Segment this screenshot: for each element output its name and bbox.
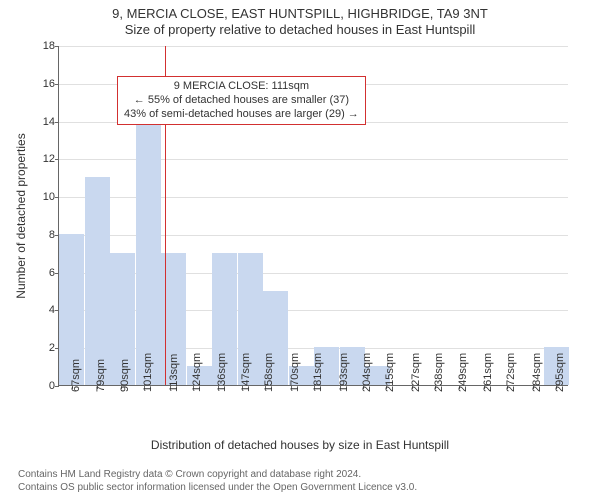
ytick-mark [55,197,59,198]
gridline [59,46,568,47]
ytick-label: 0 [31,380,55,392]
ytick-label: 12 [31,153,55,165]
xtick-label: 227sqm [410,353,422,392]
chart-area: 02468101214161867sqm79sqm90sqm101sqm113s… [58,46,568,386]
ytick-label: 18 [31,40,55,52]
annotation-line-1: 9 MERCIA CLOSE: 111sqm [124,80,359,94]
title-line2: Size of property relative to detached ho… [0,22,600,38]
xtick-label: 101sqm [142,353,154,392]
y-axis-label: Number of detached properties [14,133,28,298]
xtick-label: 90sqm [119,359,131,392]
xtick-label: 79sqm [95,359,107,392]
xtick-label: 181sqm [312,353,324,392]
xtick-label: 193sqm [338,353,350,392]
xtick-label: 124sqm [191,353,203,392]
plot-area: 02468101214161867sqm79sqm90sqm101sqm113s… [58,46,568,386]
ytick-mark [55,46,59,47]
footer-attribution: Contains HM Land Registry data © Crown c… [18,469,417,494]
ytick-mark [55,84,59,85]
annotation-box: 9 MERCIA CLOSE: 111sqm← 55% of detached … [117,76,366,125]
ytick-label: 2 [31,342,55,354]
ytick-mark [55,386,59,387]
xtick-label: 204sqm [361,353,373,392]
xtick-label: 158sqm [263,353,275,392]
xtick-label: 67sqm [70,359,82,392]
ytick-label: 4 [31,304,55,316]
annotation-line-2: ← 55% of detached houses are smaller (37… [124,94,359,108]
xtick-label: 136sqm [216,353,228,392]
xtick-label: 249sqm [457,353,469,392]
ytick-label: 14 [31,116,55,128]
ytick-mark [55,159,59,160]
ytick-mark [55,122,59,123]
title-line1: 9, MERCIA CLOSE, EAST HUNTSPILL, HIGHBRI… [0,6,600,22]
xtick-label: 147sqm [240,353,252,392]
xtick-label: 261sqm [482,353,494,392]
xtick-label: 272sqm [505,353,517,392]
ytick-label: 6 [31,267,55,279]
x-axis-label: Distribution of detached houses by size … [0,438,600,452]
ytick-label: 10 [31,191,55,203]
histogram-bar [85,177,110,385]
annotation-line-3: 43% of semi-detached houses are larger (… [124,108,359,122]
xtick-label: 295sqm [554,353,566,392]
ytick-label: 8 [31,229,55,241]
xtick-label: 238sqm [433,353,445,392]
xtick-label: 284sqm [531,353,543,392]
xtick-label: 113sqm [168,354,180,392]
chart-title-block: 9, MERCIA CLOSE, EAST HUNTSPILL, HIGHBRI… [0,0,600,39]
ytick-label: 16 [31,78,55,90]
histogram-bar [136,121,161,385]
xtick-label: 170sqm [289,353,301,392]
footer-line2: Contains OS public sector information li… [18,482,417,495]
xtick-label: 215sqm [384,353,396,392]
footer-line1: Contains HM Land Registry data © Crown c… [18,469,417,482]
